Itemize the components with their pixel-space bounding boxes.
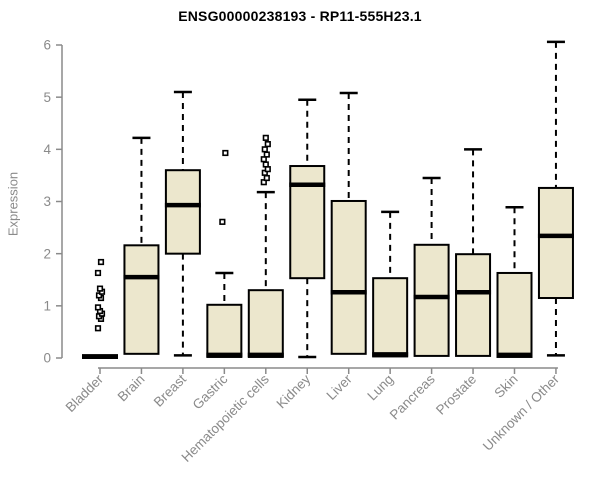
box: [372, 277, 409, 358]
outlier-point: [261, 146, 268, 153]
chart-title: ENSG00000238193 - RP11-555H23.1: [178, 8, 422, 24]
x-category-label-pancreas: Pancreas: [387, 371, 438, 422]
outlier-point: [94, 304, 102, 311]
outlier-point: [262, 134, 269, 141]
x-category-label-liver: Liver: [324, 371, 356, 403]
outlier-point: [96, 285, 104, 292]
x-category-label-bladder: Bladder: [63, 371, 107, 415]
boxplot-brain: [123, 136, 160, 355]
boxplot-hematopoietic-cells: [247, 134, 284, 358]
y-tick-label: 4: [43, 142, 51, 157]
outlier-point: [264, 141, 271, 148]
y-tick-label: 5: [43, 90, 51, 105]
outlier-point: [97, 258, 105, 266]
boxplot-liver: [330, 91, 367, 355]
x-category-label-gastric: Gastric: [190, 371, 231, 412]
boxplot-prostate: [455, 148, 492, 357]
box: [247, 289, 284, 358]
outlier-point: [94, 269, 102, 277]
boxplot-breast: [164, 90, 201, 357]
boxplot-gastric: [206, 149, 243, 358]
boxplot-unknown-other: [537, 40, 574, 357]
y-tick-label: 6: [43, 38, 51, 53]
boxplot-bladder: [82, 258, 118, 359]
box: [413, 243, 450, 357]
boxplot-lung: [372, 210, 409, 358]
x-category-label-kidney: Kidney: [274, 371, 314, 411]
box: [455, 253, 492, 357]
box: [164, 169, 201, 255]
x-category-label-brain: Brain: [115, 372, 148, 405]
outlier-point: [262, 161, 269, 168]
outlier-point: [219, 218, 226, 225]
x-category-label-unknown-other: Unknown / Other: [480, 371, 563, 454]
box: [123, 244, 160, 355]
x-category-label-skin: Skin: [491, 372, 520, 401]
box: [537, 186, 574, 300]
y-tick-label: 3: [43, 194, 51, 209]
outlier-point: [263, 151, 270, 158]
y-tick-label: 0: [43, 351, 51, 366]
outlier-point: [94, 325, 102, 332]
y-tick-label: 2: [43, 246, 51, 261]
boxplot-skin: [496, 205, 533, 358]
outlier-point: [263, 174, 270, 182]
x-category-label-lung: Lung: [364, 372, 396, 404]
box: [206, 303, 243, 358]
boxplot-pancreas: [413, 176, 450, 357]
x-category-label-breast: Breast: [151, 371, 189, 409]
boxplot-kidney: [289, 98, 326, 359]
box: [330, 199, 367, 355]
x-category-label-prostate: Prostate: [433, 372, 479, 418]
y-tick-label: 1: [43, 299, 51, 314]
outlier-point: [222, 149, 229, 157]
box: [496, 271, 533, 358]
